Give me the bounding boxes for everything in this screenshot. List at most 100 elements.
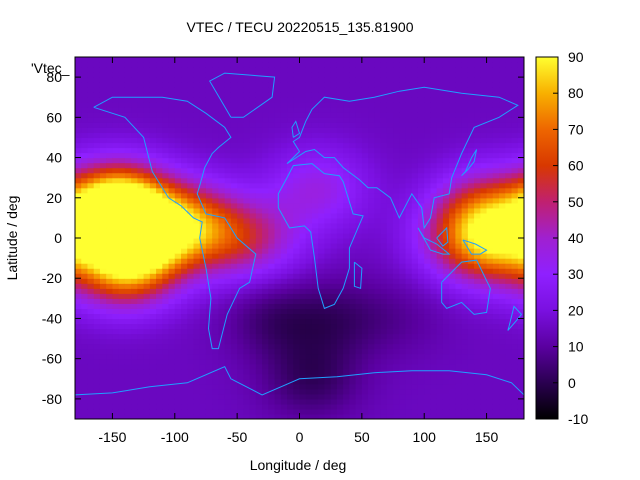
heat-cell xyxy=(199,268,207,274)
heat-cell xyxy=(417,122,425,128)
heat-cell xyxy=(181,278,188,284)
heat-cell xyxy=(162,62,170,68)
heat-cell xyxy=(249,308,257,315)
heat-cell xyxy=(380,172,388,179)
heat-cell xyxy=(449,348,457,355)
heat-cell xyxy=(287,278,294,284)
heat-cell xyxy=(174,82,182,88)
heat-cell xyxy=(411,207,419,214)
heat-cell xyxy=(187,288,195,294)
heat-cell xyxy=(380,207,388,214)
heat-cell xyxy=(499,368,506,375)
heat-cell xyxy=(355,152,363,159)
heat-cell xyxy=(218,197,226,204)
heat-cell xyxy=(480,97,488,103)
heat-cell xyxy=(424,207,432,214)
heat-cell xyxy=(81,142,89,149)
heat-cell xyxy=(424,383,432,390)
heat-cell xyxy=(480,253,488,259)
heat-cell xyxy=(205,408,213,415)
heat-cell xyxy=(137,338,145,345)
heat-cell xyxy=(81,278,89,284)
heat-cell xyxy=(106,202,114,209)
heat-cell xyxy=(499,303,506,309)
heat-cell xyxy=(268,162,276,169)
heat-cell xyxy=(81,408,89,415)
heat-cell xyxy=(436,253,444,259)
heat-cell xyxy=(424,323,432,330)
heat-cell xyxy=(411,172,419,179)
heat-cell xyxy=(174,363,182,370)
heat-cell xyxy=(118,112,126,118)
heat-cell xyxy=(492,383,500,390)
heat-cell xyxy=(224,232,232,239)
heat-cell xyxy=(293,142,301,149)
heat-cell xyxy=(368,92,375,98)
heat-cell xyxy=(343,328,350,335)
heat-cell xyxy=(268,408,276,415)
heat-cell xyxy=(118,107,126,113)
heat-cell xyxy=(399,102,407,108)
heat-cell xyxy=(106,162,114,169)
heat-cell xyxy=(330,248,338,254)
heat-cell xyxy=(75,72,82,78)
heat-cell xyxy=(118,92,126,98)
heat-cell xyxy=(193,358,201,365)
heat-cell xyxy=(112,157,120,164)
heat-cell xyxy=(287,353,294,360)
heat-cell xyxy=(449,308,457,315)
heat-cell xyxy=(87,112,95,118)
heat-cell xyxy=(480,112,488,118)
heat-cell xyxy=(75,398,82,405)
heat-cell xyxy=(417,197,425,204)
heat-cell xyxy=(230,408,238,415)
heat-cell xyxy=(474,167,481,174)
heat-cell xyxy=(467,403,475,410)
heat-cell xyxy=(430,122,438,128)
heat-cell xyxy=(274,373,282,380)
heat-cell xyxy=(81,152,89,159)
heat-cell xyxy=(268,212,276,219)
heat-cell xyxy=(467,328,475,335)
heat-cell xyxy=(87,137,95,144)
heat-cell xyxy=(430,368,438,375)
heat-cell xyxy=(237,408,244,415)
heat-cell xyxy=(112,373,120,380)
heat-cell xyxy=(249,112,257,118)
heat-cell xyxy=(87,82,95,88)
heat-cell xyxy=(299,57,307,63)
heat-cell xyxy=(318,162,326,169)
heat-cell xyxy=(193,353,201,360)
heat-cell xyxy=(230,348,238,355)
heat-cell xyxy=(149,127,157,134)
heat-cell xyxy=(156,388,163,395)
heat-cell xyxy=(455,77,463,83)
heat-cell xyxy=(449,263,457,269)
heat-cell xyxy=(430,333,438,340)
heat-cell xyxy=(112,283,120,289)
heat-cell xyxy=(386,92,394,98)
heat-cell xyxy=(249,57,257,63)
heat-cell xyxy=(305,117,313,123)
heat-cell xyxy=(311,248,319,254)
heat-cell xyxy=(268,363,276,370)
heat-cell xyxy=(255,172,263,179)
heat-cell xyxy=(75,232,82,239)
heat-cell xyxy=(386,182,394,189)
heat-cell xyxy=(262,127,269,134)
heat-cell xyxy=(380,318,388,325)
heat-cell xyxy=(393,323,400,330)
heat-cell xyxy=(305,232,313,239)
heat-cell xyxy=(262,243,269,249)
heat-cell xyxy=(330,97,338,103)
heat-cell xyxy=(106,222,114,229)
heat-cell xyxy=(255,258,263,264)
heat-cell xyxy=(361,383,369,390)
heat-cell xyxy=(137,348,145,355)
heat-cell xyxy=(131,197,138,204)
heat-cell xyxy=(255,393,263,400)
heat-cell xyxy=(318,308,326,315)
heat-cell xyxy=(436,57,444,63)
heat-cell xyxy=(149,253,157,259)
heat-cell xyxy=(205,273,213,279)
